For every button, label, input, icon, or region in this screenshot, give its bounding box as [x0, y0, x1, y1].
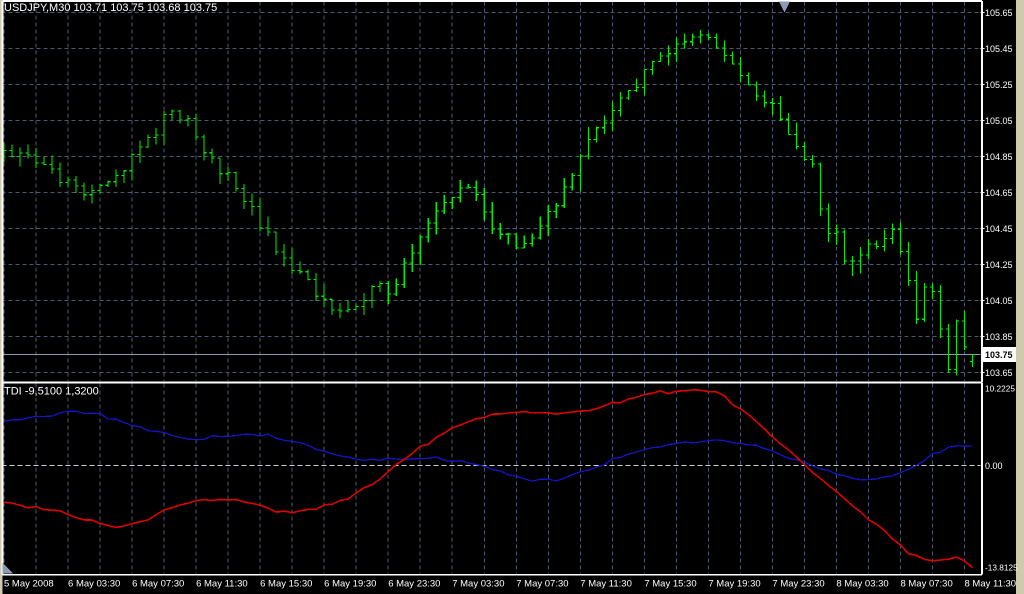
- svg-text:0.00: 0.00: [985, 461, 1003, 471]
- svg-text:105.05: 105.05: [985, 116, 1013, 126]
- svg-text:6 May 11:30: 6 May 11:30: [196, 579, 248, 590]
- svg-text:6 May 03:30: 6 May 03:30: [68, 579, 120, 590]
- svg-text:104.45: 104.45: [985, 224, 1013, 234]
- svg-text:8 May 11:30: 8 May 11:30: [965, 579, 1017, 590]
- svg-text:-13.8125: -13.8125: [985, 563, 1018, 573]
- svg-text:104.25: 104.25: [985, 260, 1013, 270]
- svg-text:7 May 23:30: 7 May 23:30: [772, 579, 824, 590]
- svg-text:USDJPY,M30 103.71 103.75 1: USDJPY,M30 103.71 103.75 103.68 103.75: [4, 2, 217, 14]
- svg-text:103.65: 103.65: [985, 368, 1013, 378]
- svg-text:105.45: 105.45: [985, 44, 1013, 54]
- svg-text:105.25: 105.25: [985, 80, 1013, 90]
- svg-text:8 May 07:30: 8 May 07:30: [900, 579, 952, 590]
- svg-text:7 May 03:30: 7 May 03:30: [452, 579, 504, 590]
- svg-text:104.05: 104.05: [985, 296, 1013, 306]
- svg-text:6 May 15:30: 6 May 15:30: [260, 579, 312, 590]
- svg-text:7 May 11:30: 7 May 11:30: [580, 579, 632, 590]
- svg-text:6 May 23:30: 6 May 23:30: [388, 579, 440, 590]
- svg-text:6 May 07:30: 6 May 07:30: [132, 579, 184, 590]
- svg-text:104.85: 104.85: [985, 152, 1013, 162]
- svg-text:7 May 15:30: 7 May 15:30: [644, 579, 696, 590]
- svg-text:6 May 19:30: 6 May 19:30: [324, 579, 376, 590]
- svg-text:8 May 03:30: 8 May 03:30: [836, 579, 888, 590]
- svg-text:7 May 07:30: 7 May 07:30: [516, 579, 568, 590]
- svg-text:TDI -9,5100 1,3200: TDI -9,5100 1,3200: [4, 386, 99, 398]
- svg-text:103.85: 103.85: [985, 332, 1013, 342]
- svg-text:7 May 19:30: 7 May 19:30: [708, 579, 760, 590]
- svg-text:10.2225: 10.2225: [985, 384, 1015, 394]
- svg-text:5 May 2008: 5 May 2008: [4, 579, 54, 590]
- svg-text:104.65: 104.65: [985, 188, 1013, 198]
- svg-text:103.75: 103.75: [985, 350, 1013, 360]
- svg-text:105.65: 105.65: [985, 8, 1013, 18]
